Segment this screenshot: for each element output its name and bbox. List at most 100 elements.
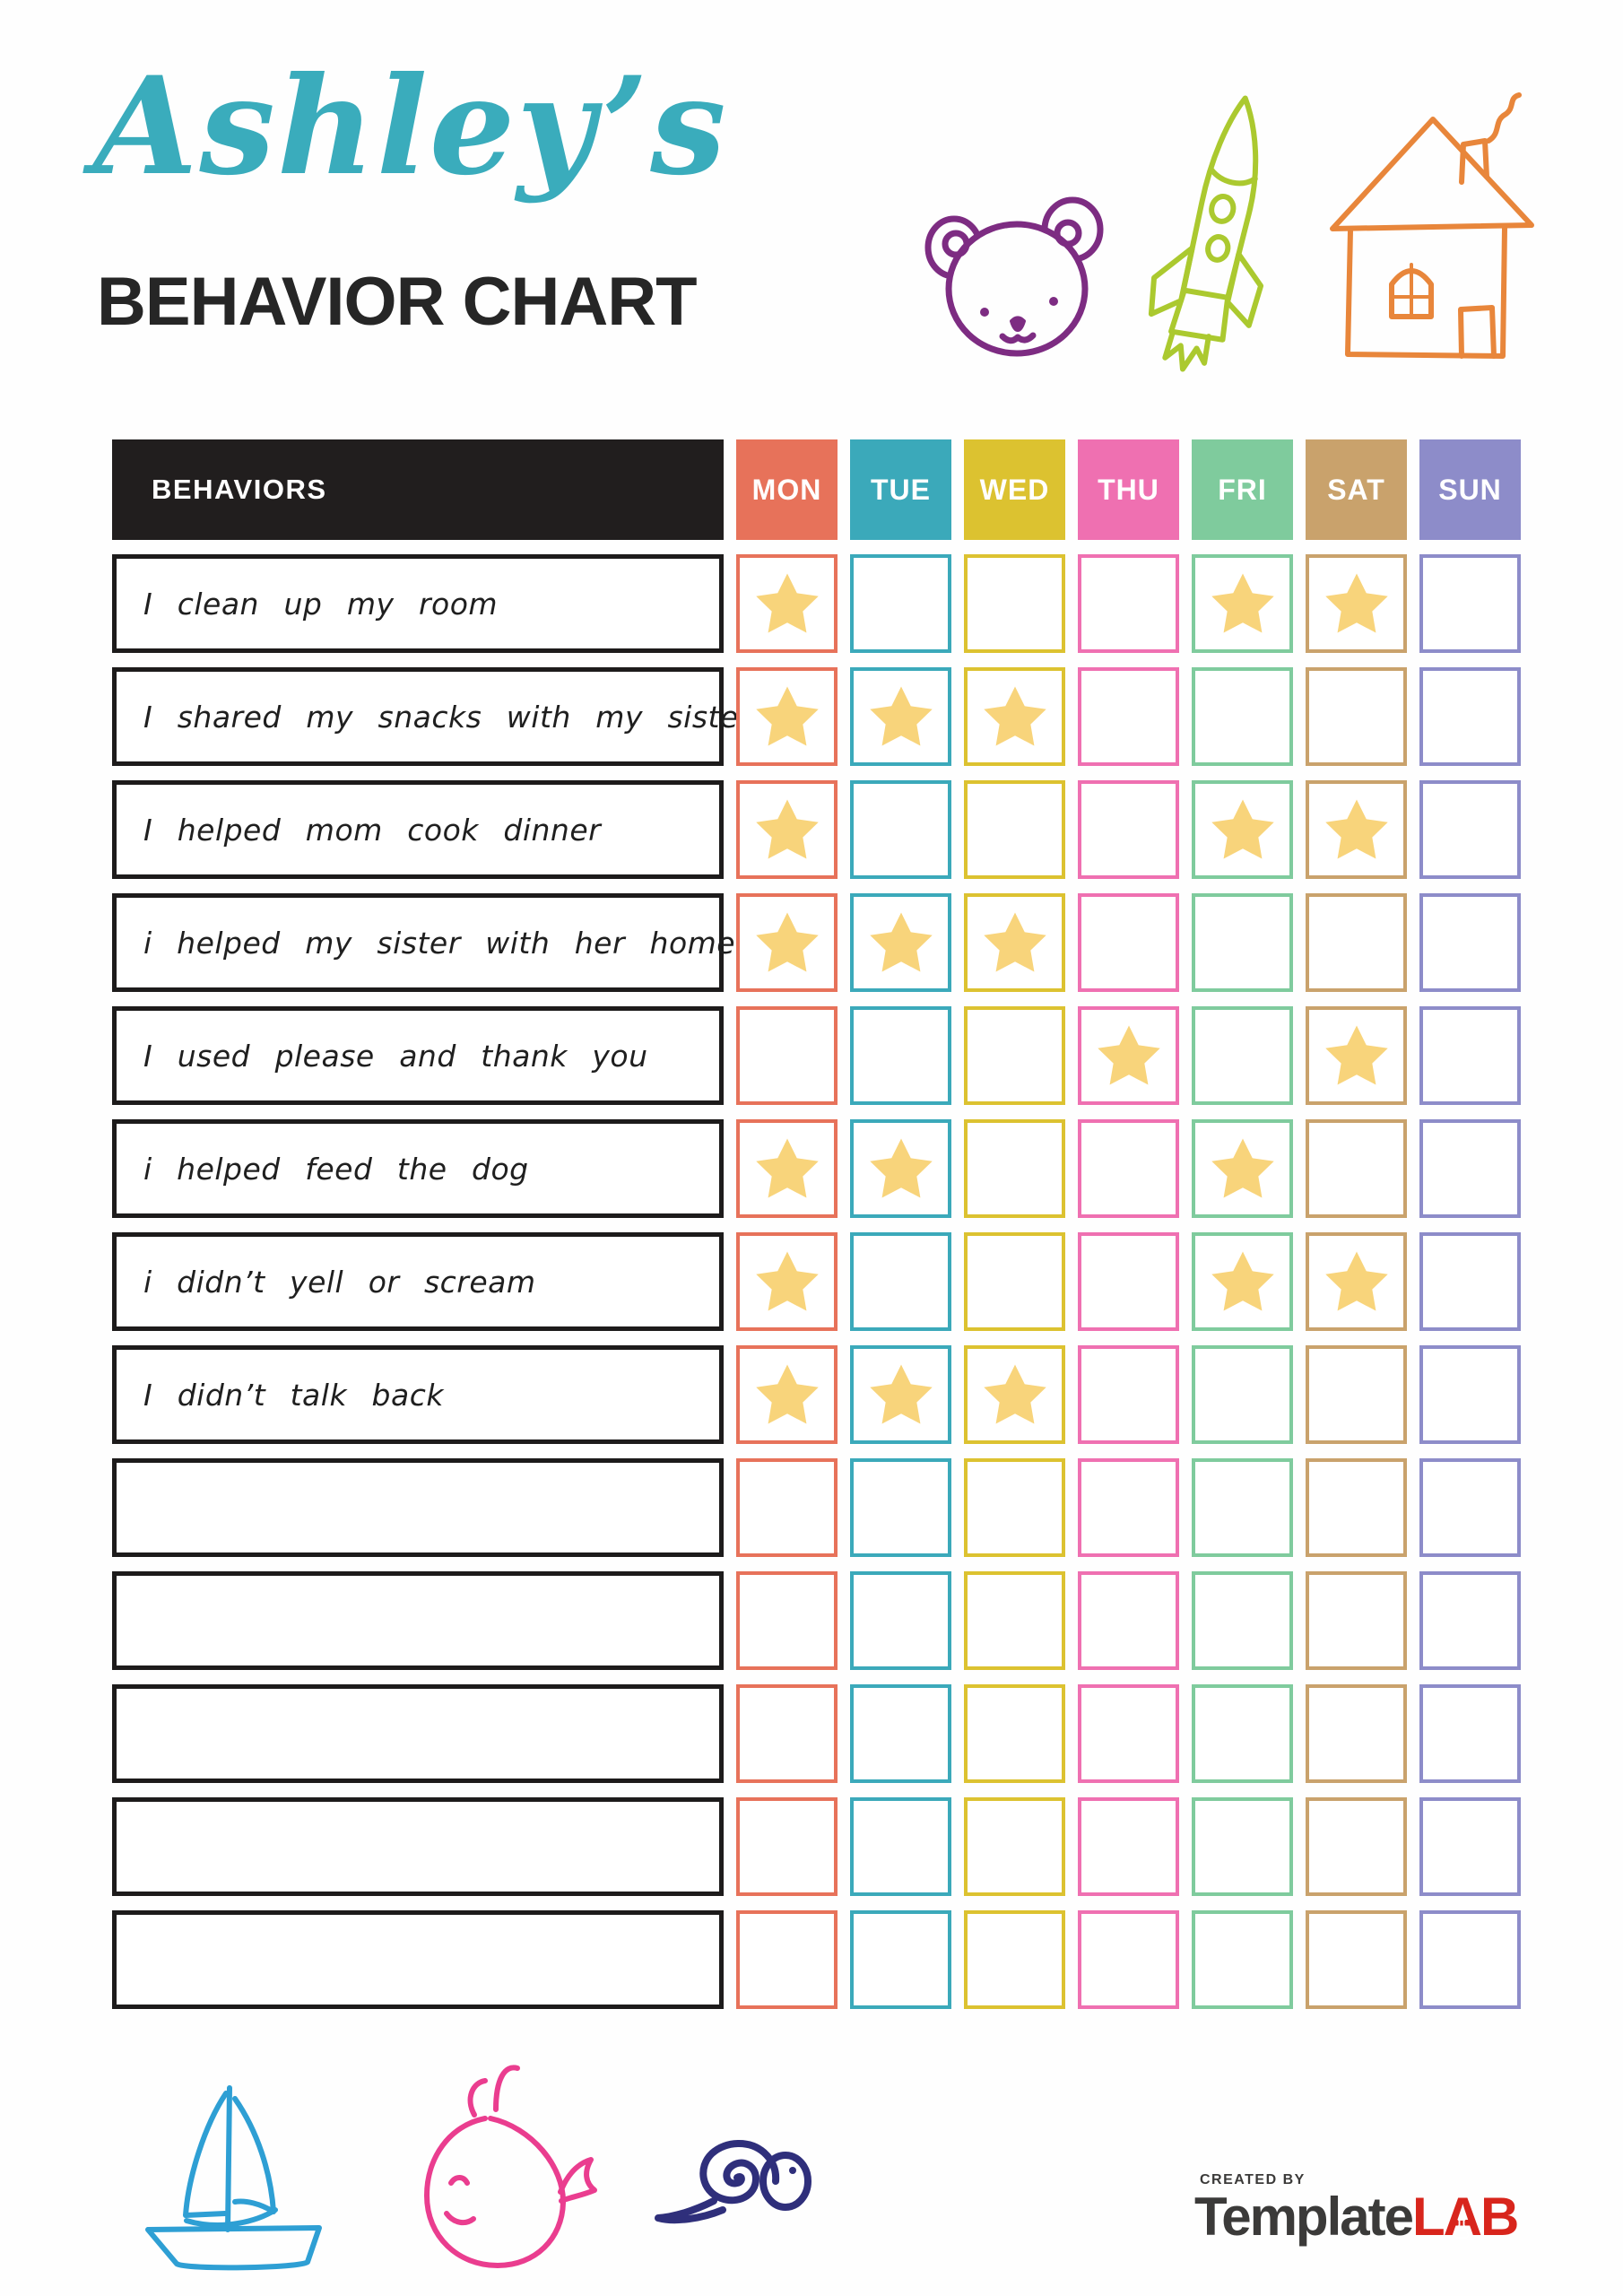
day-cell-sun [1419,1006,1521,1105]
day-cell-sun [1419,1571,1521,1670]
day-cell-fri [1192,1232,1293,1331]
day-cell-sat [1306,1797,1407,1896]
star-icon [1324,1025,1388,1085]
star-icon [755,1138,819,1198]
day-cell-sat [1306,893,1407,992]
star-icon [1097,1025,1160,1085]
day-cell-sat [1306,1345,1407,1444]
day-cell-fri [1192,1797,1293,1896]
day-cell-sun [1419,1797,1521,1896]
day-header-wed: WED [964,439,1065,540]
day-header-mon: MON [736,439,838,540]
behavior-label-box: I didn’t talk back [112,1345,724,1444]
day-cell-thu [1078,1910,1179,2009]
day-cell-mon [736,1684,838,1783]
day-cell-sat [1306,1458,1407,1557]
day-cell-thu [1078,780,1179,879]
behavior-label: i helped feed the dog [143,1151,529,1187]
star-icon [869,912,933,972]
day-cell-fri [1192,554,1293,653]
day-cell-mon [736,1797,838,1896]
day-cell-thu [1078,1571,1179,1670]
behavior-label: I didn’t talk back [143,1377,444,1413]
star-icon [755,912,819,972]
day-cell-sun [1419,780,1521,879]
day-cell-mon [736,667,838,766]
behavior-label-box [112,1458,724,1557]
day-cell-fri [1192,667,1293,766]
house-doodle-icon [1330,92,1534,359]
day-cell-sat [1306,1684,1407,1783]
day-cell-sat [1306,554,1407,653]
day-cell-fri [1192,893,1293,992]
day-header-sat: SAT [1306,439,1407,540]
day-cell-tue [850,1910,951,2009]
day-cell-fri [1192,1345,1293,1444]
star-icon [983,912,1046,972]
day-cell-wed [964,667,1065,766]
day-cell-thu [1078,1006,1179,1105]
behavior-label-box: I helped mom cook dinner [112,780,724,879]
behavior-label-box [112,1571,724,1670]
brand-lab-letter: B [1480,2187,1519,2247]
behavior-label-box: i didn’t yell or scream [112,1232,724,1331]
star-icon [869,1364,933,1424]
day-cell-tue [850,1458,951,1557]
templatelab-logo: CREATED BY Template L A B [1194,2172,1535,2245]
brand-lab-letter: A [1443,2187,1482,2247]
day-cell-sun [1419,893,1521,992]
star-icon [755,1251,819,1311]
day-cell-sat [1306,1232,1407,1331]
star-icon [755,573,819,633]
day-cell-thu [1078,1345,1179,1444]
day-cell-sat [1306,1119,1407,1218]
day-cell-tue [850,1232,951,1331]
star-icon [1324,573,1388,633]
child-name-title: Ashley’s [93,48,728,205]
day-cell-wed [964,1458,1065,1557]
day-cell-sat [1306,1571,1407,1670]
day-cell-mon [736,1458,838,1557]
behavior-label-box: i helped my sister with her homework [112,893,808,992]
day-cell-wed [964,893,1065,992]
day-cell-tue [850,1684,951,1783]
day-cell-tue [850,1345,951,1444]
day-cell-mon [736,1910,838,2009]
day-cell-wed [964,780,1065,879]
day-cell-wed [964,1006,1065,1105]
behavior-label-box: I used please and thank you [112,1006,724,1105]
behavior-label-box: i helped feed the dog [112,1119,724,1218]
star-icon [1211,1251,1274,1311]
day-cell-tue [850,1571,951,1670]
day-cell-fri [1192,780,1293,879]
day-cell-sun [1419,1232,1521,1331]
rocket-doodle-icon [1148,95,1264,372]
day-cell-thu [1078,1232,1179,1331]
behavior-label: I shared my snacks with my sister [143,699,751,735]
day-cell-wed [964,1232,1065,1331]
sailboat-doodle-icon [145,2085,322,2271]
day-cell-mon [736,1006,838,1105]
day-cell-sun [1419,1345,1521,1444]
day-cell-thu [1078,667,1179,766]
star-icon [1211,799,1274,859]
day-cell-tue [850,554,951,653]
behavior-label-box [112,1797,724,1896]
day-header-sun: SUN [1419,439,1521,540]
whale-doodle-icon [424,2065,597,2268]
day-cell-mon [736,780,838,879]
day-cell-tue [850,780,951,879]
brand-lab-letter: L [1411,2187,1445,2247]
day-cell-wed [964,1345,1065,1444]
brand-wordmark: Template L A B [1194,2188,1535,2245]
day-cell-thu [1078,554,1179,653]
day-cell-sat [1306,780,1407,879]
day-cell-sat [1306,1910,1407,2009]
behavior-label: i helped my sister with her homework [143,925,809,961]
star-icon [983,1364,1046,1424]
day-cell-tue [850,893,951,992]
day-cell-thu [1078,893,1179,992]
day-header-thu: THU [1078,439,1179,540]
